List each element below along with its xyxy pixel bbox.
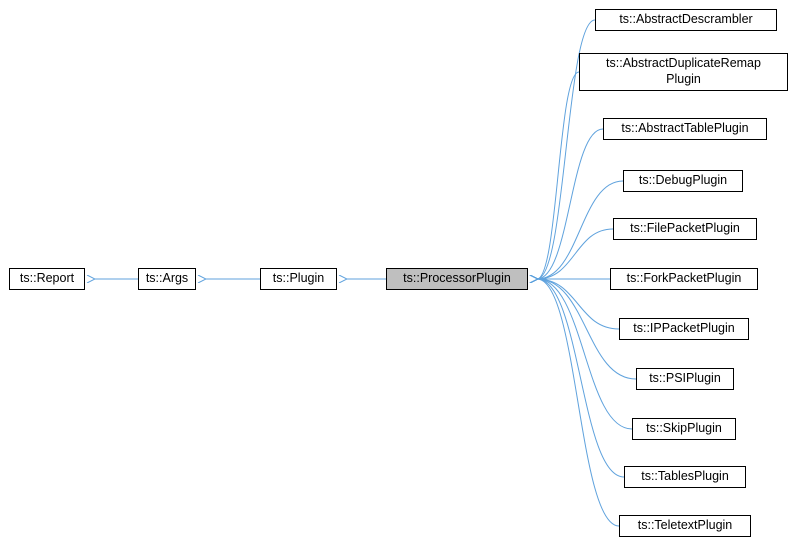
node-teletext[interactable]: ts::TeletextPlugin [619, 515, 751, 537]
edge-tableplugin-to-processor [537, 129, 603, 279]
node-debug[interactable]: ts::DebugPlugin [623, 170, 743, 192]
node-ippacket[interactable]: ts::IPPacketPlugin [619, 318, 749, 340]
node-plugin[interactable]: ts::Plugin [260, 268, 337, 290]
node-dupremap[interactable]: ts::AbstractDuplicateRemap Plugin [579, 53, 788, 91]
node-filepacket[interactable]: ts::FilePacketPlugin [613, 218, 757, 240]
node-tables[interactable]: ts::TablesPlugin [624, 466, 746, 488]
edge-tables-to-processor [537, 279, 624, 477]
edge-ippacket-to-processor [537, 279, 619, 329]
edge-teletext-to-processor [537, 279, 619, 526]
node-args[interactable]: ts::Args [138, 268, 196, 290]
inheritance-diagram: ts::Report ts::Args ts::Plugin ts::Processo… [0, 0, 791, 545]
edge-debug-to-processor [537, 181, 623, 279]
edge-dupremap-to-processor [537, 72, 579, 279]
node-descrambler[interactable]: ts::AbstractDescrambler [595, 9, 777, 31]
edge-filepacket-to-processor [537, 229, 613, 279]
edge-skip-to-processor [537, 279, 632, 429]
node-processor[interactable]: ts::ProcessorPlugin [386, 268, 528, 290]
node-psi[interactable]: ts::PSIPlugin [636, 368, 734, 390]
node-forkpacket[interactable]: ts::ForkPacketPlugin [610, 268, 758, 290]
node-report[interactable]: ts::Report [9, 268, 85, 290]
node-skip[interactable]: ts::SkipPlugin [632, 418, 736, 440]
node-tableplugin[interactable]: ts::AbstractTablePlugin [603, 118, 767, 140]
